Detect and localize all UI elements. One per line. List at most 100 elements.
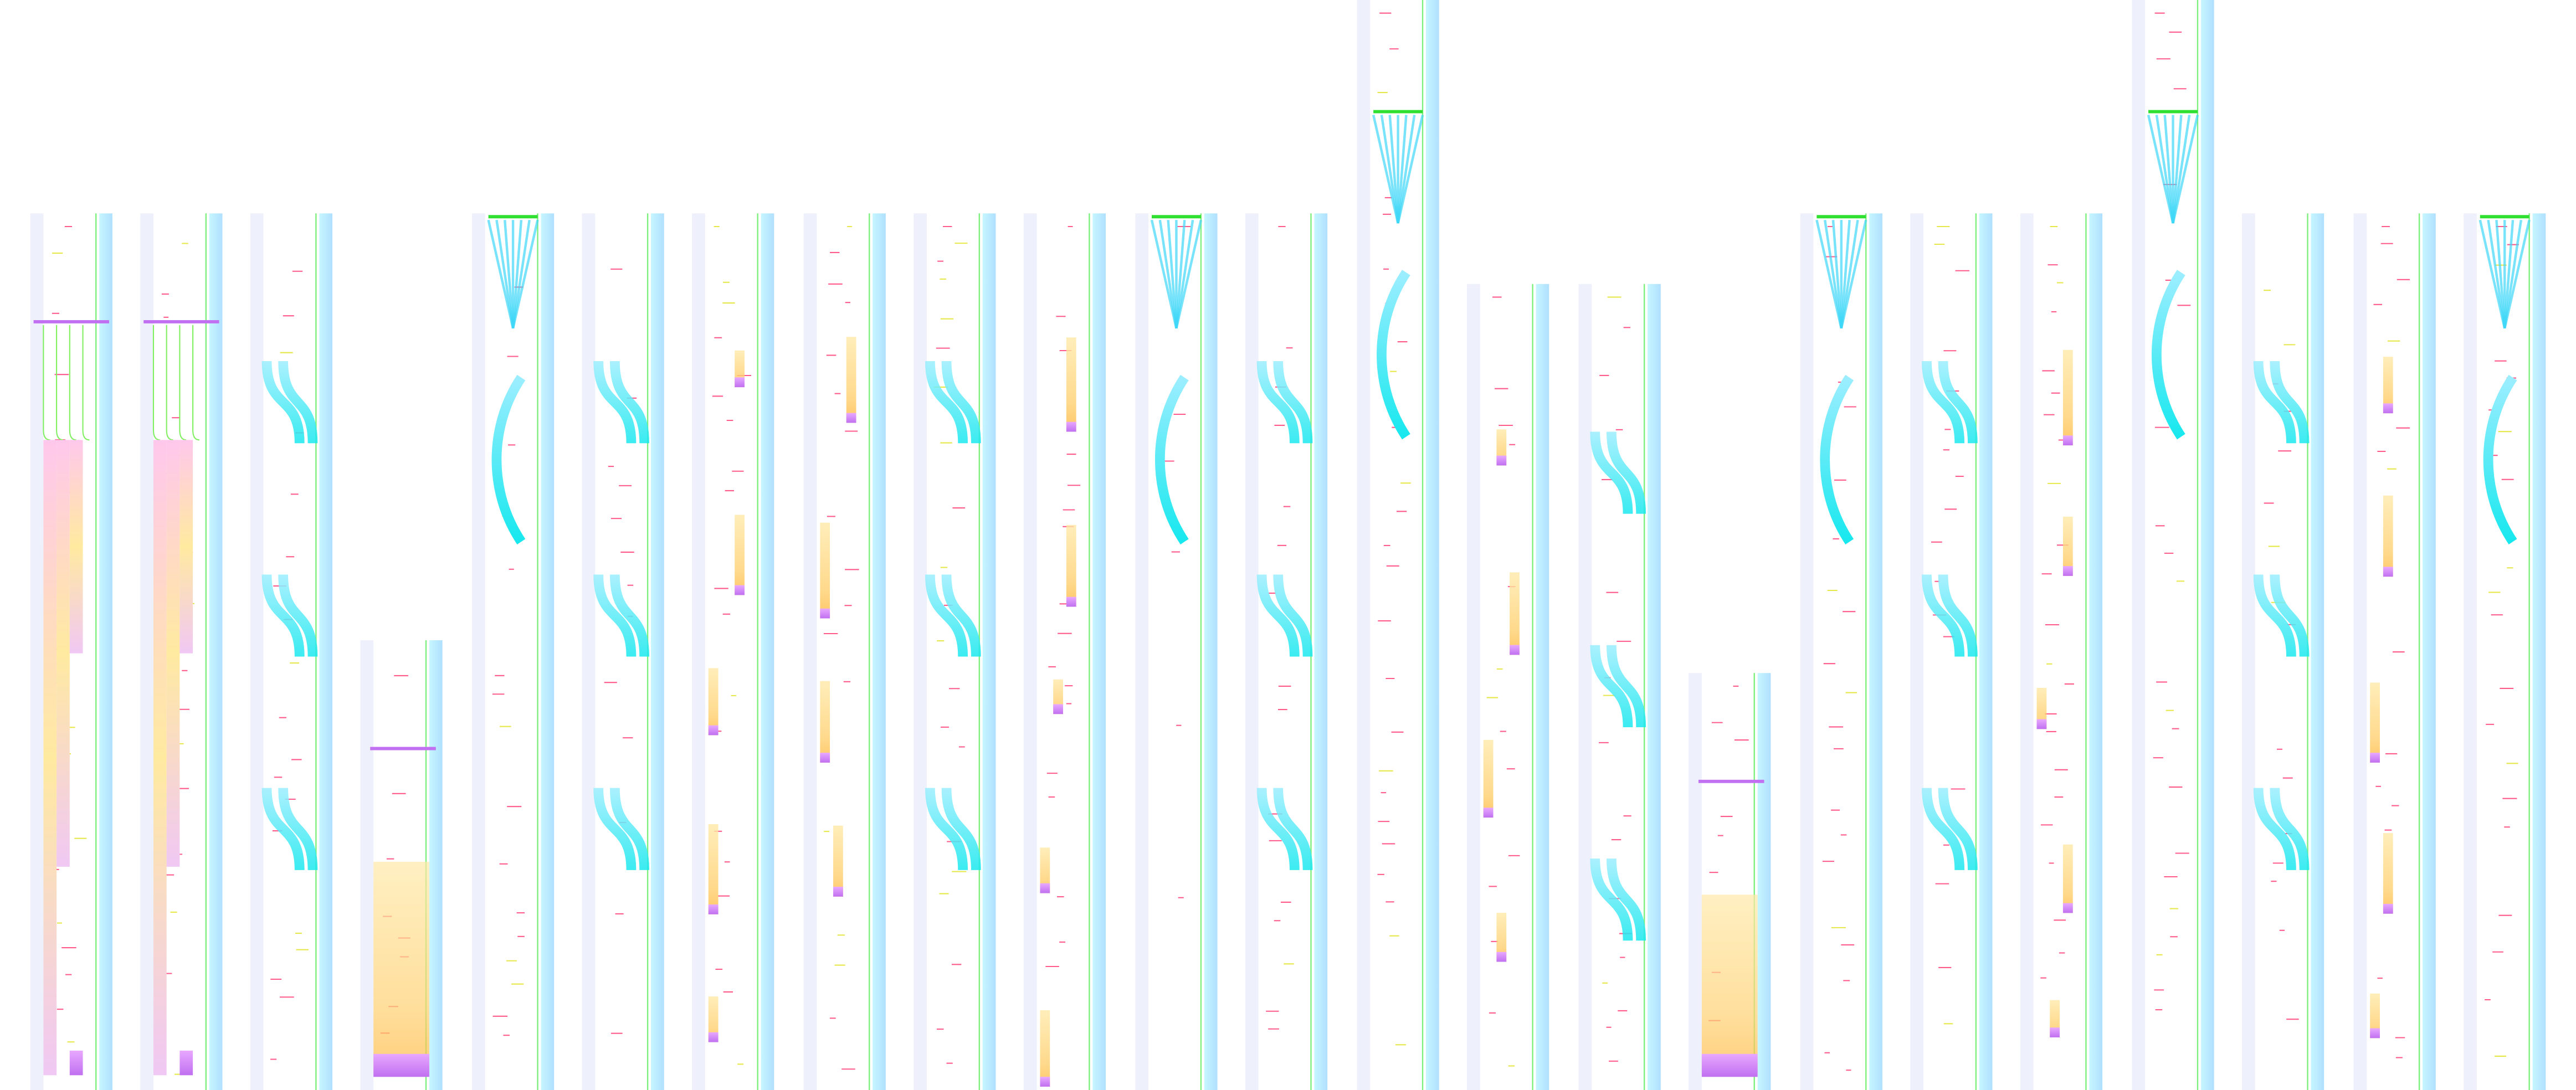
column-body: [582, 213, 664, 1090]
fan: [2172, 115, 2183, 224]
bar-tail: [708, 725, 719, 736]
fan: [2487, 219, 2506, 329]
flow: [1155, 374, 1189, 544]
bar-tail: [2383, 403, 2393, 414]
fan: [1823, 219, 1843, 329]
right-strip: [1536, 284, 1549, 1090]
bar: [179, 440, 193, 654]
connector: [43, 325, 50, 441]
fan: [1175, 219, 1203, 329]
fan: [1840, 219, 1859, 329]
column-body: [2242, 213, 2324, 1090]
flow: [1256, 574, 1300, 657]
connector: [179, 325, 187, 441]
flow: [278, 788, 318, 870]
bar: [1496, 913, 1507, 962]
right-strip: [2423, 213, 2436, 1090]
column-body: [471, 213, 555, 1090]
right-strip: [873, 213, 886, 1090]
column-body: [1467, 284, 1549, 1090]
bar: [153, 440, 167, 1076]
bar: [820, 681, 830, 763]
left-strip: [582, 213, 596, 1090]
column-body: [250, 213, 333, 1090]
bar-tail: [735, 585, 745, 595]
flow: [941, 361, 981, 444]
bar: [2370, 993, 2380, 1038]
left-strip: [2132, 0, 2146, 1090]
bar: [708, 824, 719, 914]
column-body: [914, 213, 996, 1090]
bar-tail: [2062, 566, 2073, 576]
left-strip: [1135, 213, 1149, 1090]
flow: [491, 374, 526, 544]
right-strip: [319, 213, 333, 1090]
bar: [1066, 337, 1076, 432]
flow: [1606, 858, 1646, 941]
column-body: [2464, 213, 2546, 1090]
flow: [1256, 788, 1300, 870]
flow: [261, 361, 305, 444]
connector: [192, 325, 200, 441]
bar-tail: [1496, 952, 1507, 962]
bar-tail: [735, 377, 745, 388]
column: [692, 213, 774, 1090]
flow: [2152, 270, 2185, 440]
left-strip: [803, 213, 817, 1090]
fan: [2147, 114, 2174, 224]
column: [1689, 673, 1771, 1090]
bar: [43, 440, 57, 1076]
left-strip: [692, 213, 705, 1090]
fan: [1831, 219, 1843, 328]
fan: [1397, 115, 1416, 224]
right-strip: [2532, 213, 2546, 1090]
bar-tail: [1066, 421, 1076, 432]
fan: [1388, 115, 1399, 224]
right-strip: [1757, 673, 1771, 1090]
fan: [1175, 219, 1186, 328]
flow: [1606, 645, 1646, 728]
fan: [2503, 219, 2515, 328]
flow: [2270, 574, 2310, 657]
flow: [1606, 431, 1646, 514]
column-body: [1910, 213, 1993, 1090]
flow: [2270, 361, 2310, 444]
fan: [2172, 115, 2191, 224]
left-strip: [2353, 213, 2367, 1090]
flow: [593, 361, 637, 444]
right-strip: [1869, 213, 1882, 1090]
column-body: [2020, 213, 2103, 1090]
bar: [846, 337, 856, 423]
flow: [941, 788, 981, 870]
bar-tail: [2370, 753, 2380, 763]
bar-tail: [1483, 808, 1494, 818]
column: [471, 213, 555, 1090]
column: [1023, 213, 1106, 1090]
left-strip: [2020, 213, 2034, 1090]
fan: [1840, 219, 1867, 329]
bar: [1040, 1010, 1050, 1087]
fan: [2478, 219, 2506, 329]
flow: [1938, 574, 1978, 657]
bar: [2036, 688, 2047, 729]
fan: [1158, 219, 1178, 329]
column: [360, 640, 443, 1090]
flow: [261, 574, 305, 657]
column-body: [1135, 213, 1218, 1090]
bar: [2062, 844, 2073, 913]
flow: [2253, 361, 2296, 444]
flow: [609, 574, 650, 657]
column-body: [1800, 213, 1882, 1090]
left-strip: [914, 213, 927, 1090]
bar: [373, 862, 429, 1074]
column: [140, 213, 223, 1090]
left-strip: [1357, 0, 1371, 1090]
bar: [708, 668, 719, 736]
fan: [2155, 115, 2174, 224]
left-strip: [30, 213, 44, 1090]
flow: [278, 361, 318, 444]
left-strip: [2464, 213, 2477, 1090]
column: [2020, 213, 2103, 1090]
right-strip: [1425, 0, 1439, 1090]
